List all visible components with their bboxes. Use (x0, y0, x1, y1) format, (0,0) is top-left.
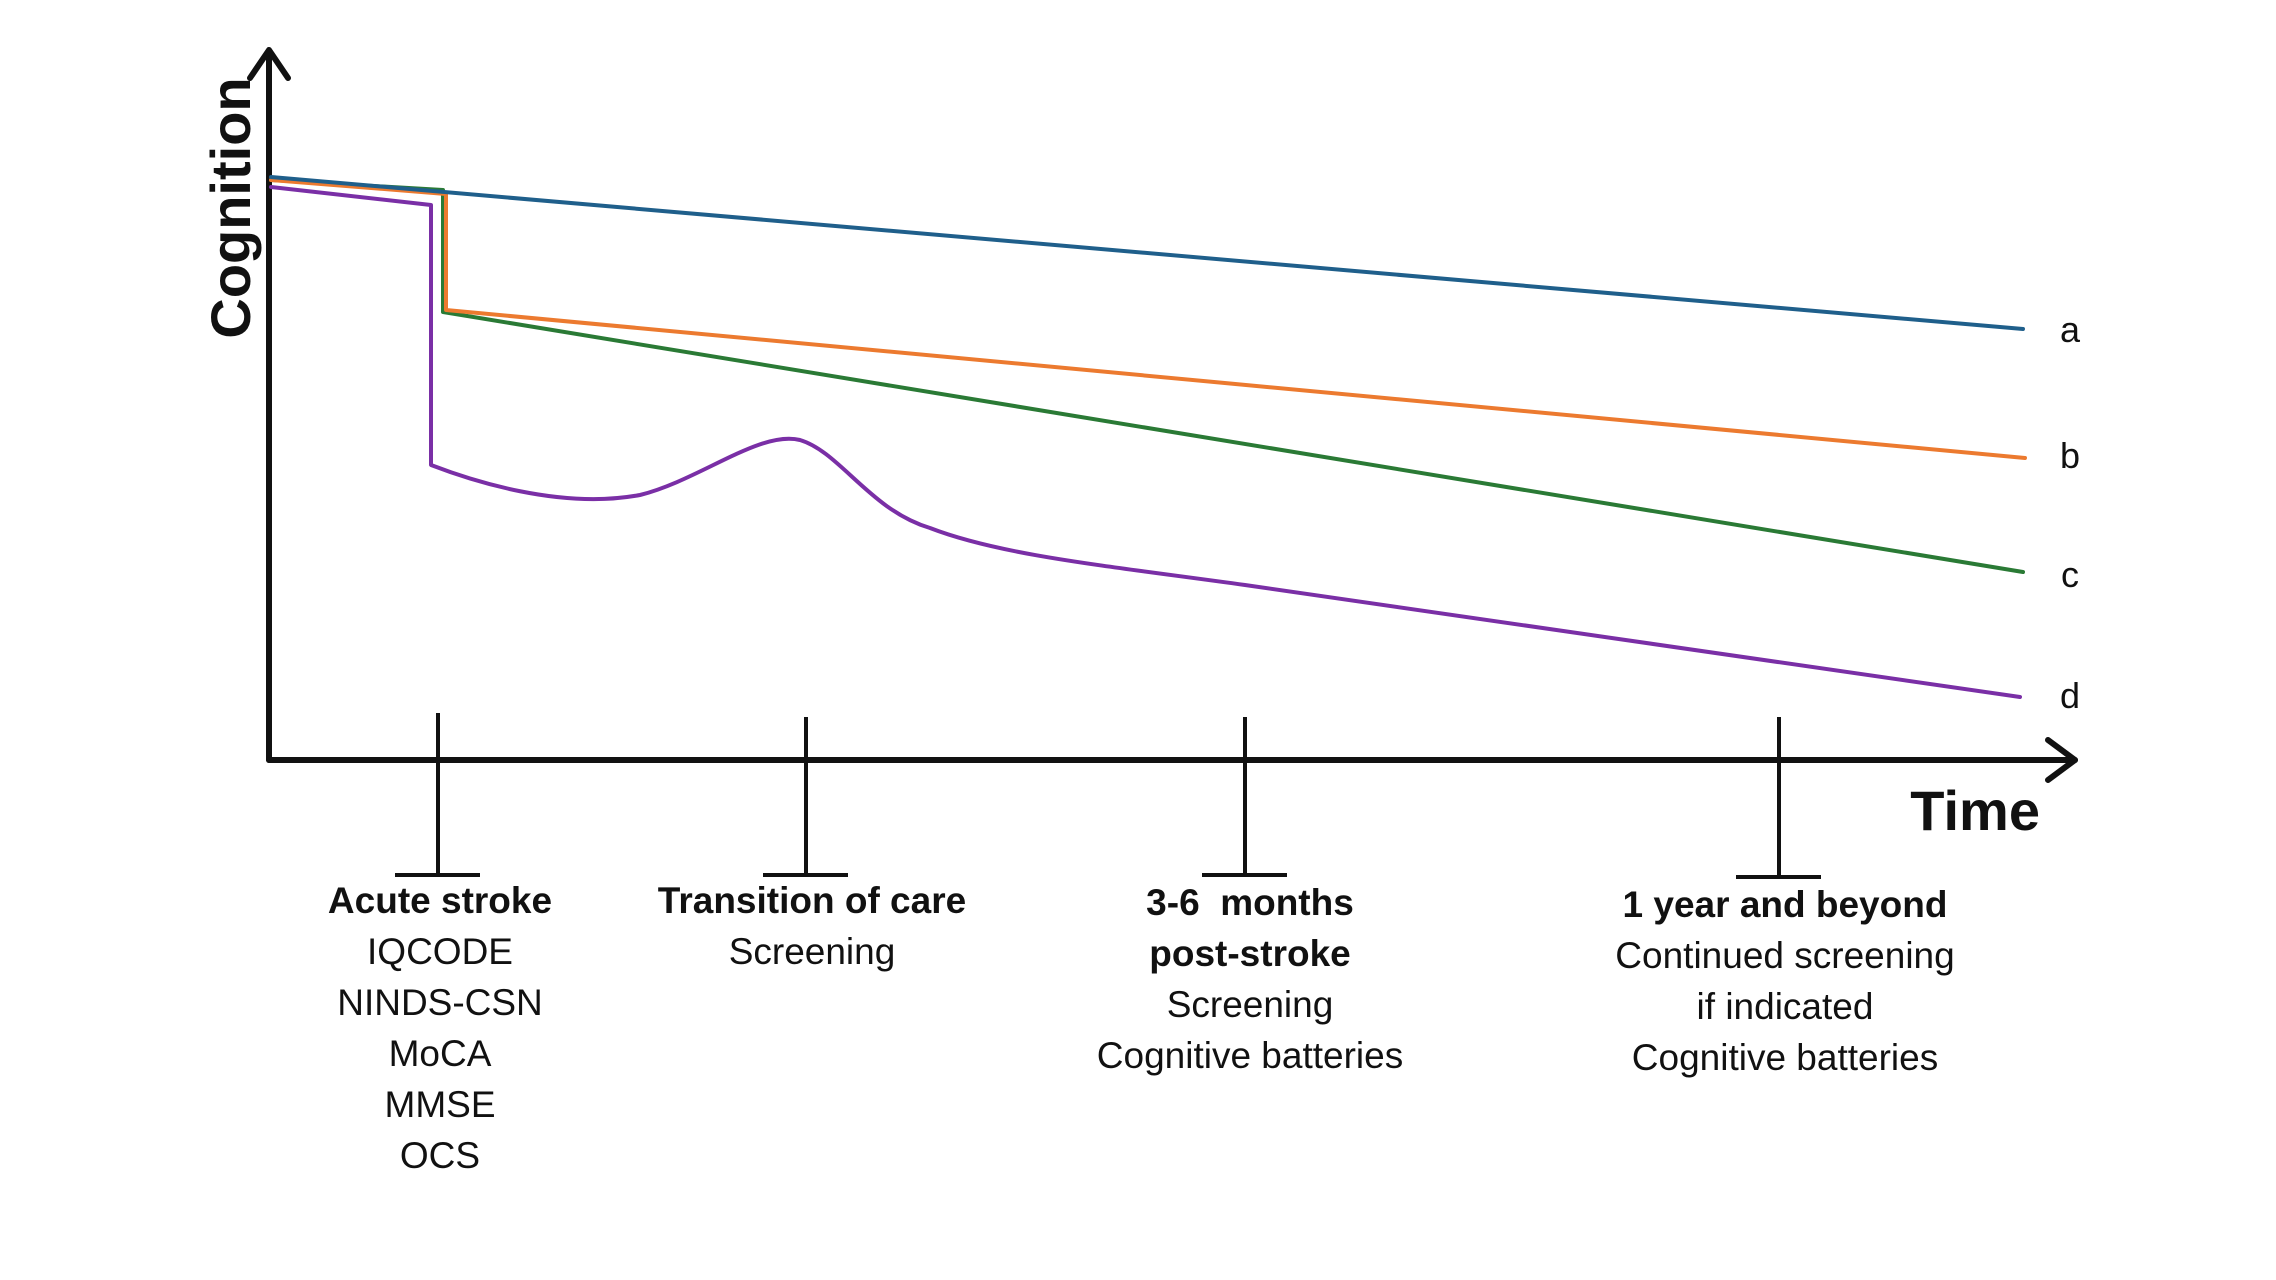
stage-title: post-stroke (1149, 933, 1351, 974)
stage-item: IQCODE (367, 931, 513, 972)
stage-item: Screening (728, 931, 896, 972)
stage-transition-of-care: Transition of care Screening (582, 875, 1042, 977)
marker-3-6-months (1202, 717, 1287, 877)
marker-acute-stroke (395, 713, 480, 877)
marker-1-year (1736, 717, 1821, 879)
stage-item: if indicated (1696, 986, 1874, 1027)
timeline-markers (395, 713, 1821, 879)
stage-item: OCS (399, 1135, 481, 1176)
stage-item: Screening (1166, 984, 1334, 1025)
stage-item: Continued screening (1615, 935, 1955, 976)
y-axis-title: Cognition (199, 77, 262, 338)
stage-title: Acute stroke (327, 880, 553, 921)
axes (247, 47, 2078, 783)
stage-title: Transition of care (657, 880, 967, 921)
y-axis-arrow-icon (247, 47, 291, 81)
curve-label-d: d (2060, 675, 2080, 716)
curve-label-a: a (2060, 309, 2081, 350)
stage-item: Cognitive batteries (1096, 1035, 1404, 1076)
curve-b (269, 178, 2027, 460)
stage-item: MoCA (388, 1033, 492, 1074)
x-axis-arrow-icon (2045, 737, 2078, 783)
stage-title: 1 year and beyond (1622, 884, 1948, 925)
marker-transition-of-care (763, 717, 848, 877)
curve-label-b: b (2060, 435, 2080, 476)
curves (269, 175, 2027, 699)
stage-item: Cognitive batteries (1631, 1037, 1939, 1078)
stage-acute-stroke: Acute stroke IQCODE NINDS-CSN MoCA MMSE … (210, 875, 670, 1181)
x-axis-title: Time (1910, 779, 2040, 842)
stage-1-year-and-beyond: 1 year and beyond Continued screening if… (1555, 879, 2015, 1083)
stage-item: MMSE (384, 1084, 496, 1125)
curve-a (269, 175, 2025, 331)
stage-title: 3-6 months (1146, 882, 1354, 923)
stage-item: NINDS-CSN (337, 982, 543, 1023)
curve-d (269, 185, 2022, 699)
stage-3-6-months: 3-6 months post-stroke Screening Cogniti… (1020, 877, 1480, 1081)
curve-label-c: c (2061, 554, 2079, 595)
